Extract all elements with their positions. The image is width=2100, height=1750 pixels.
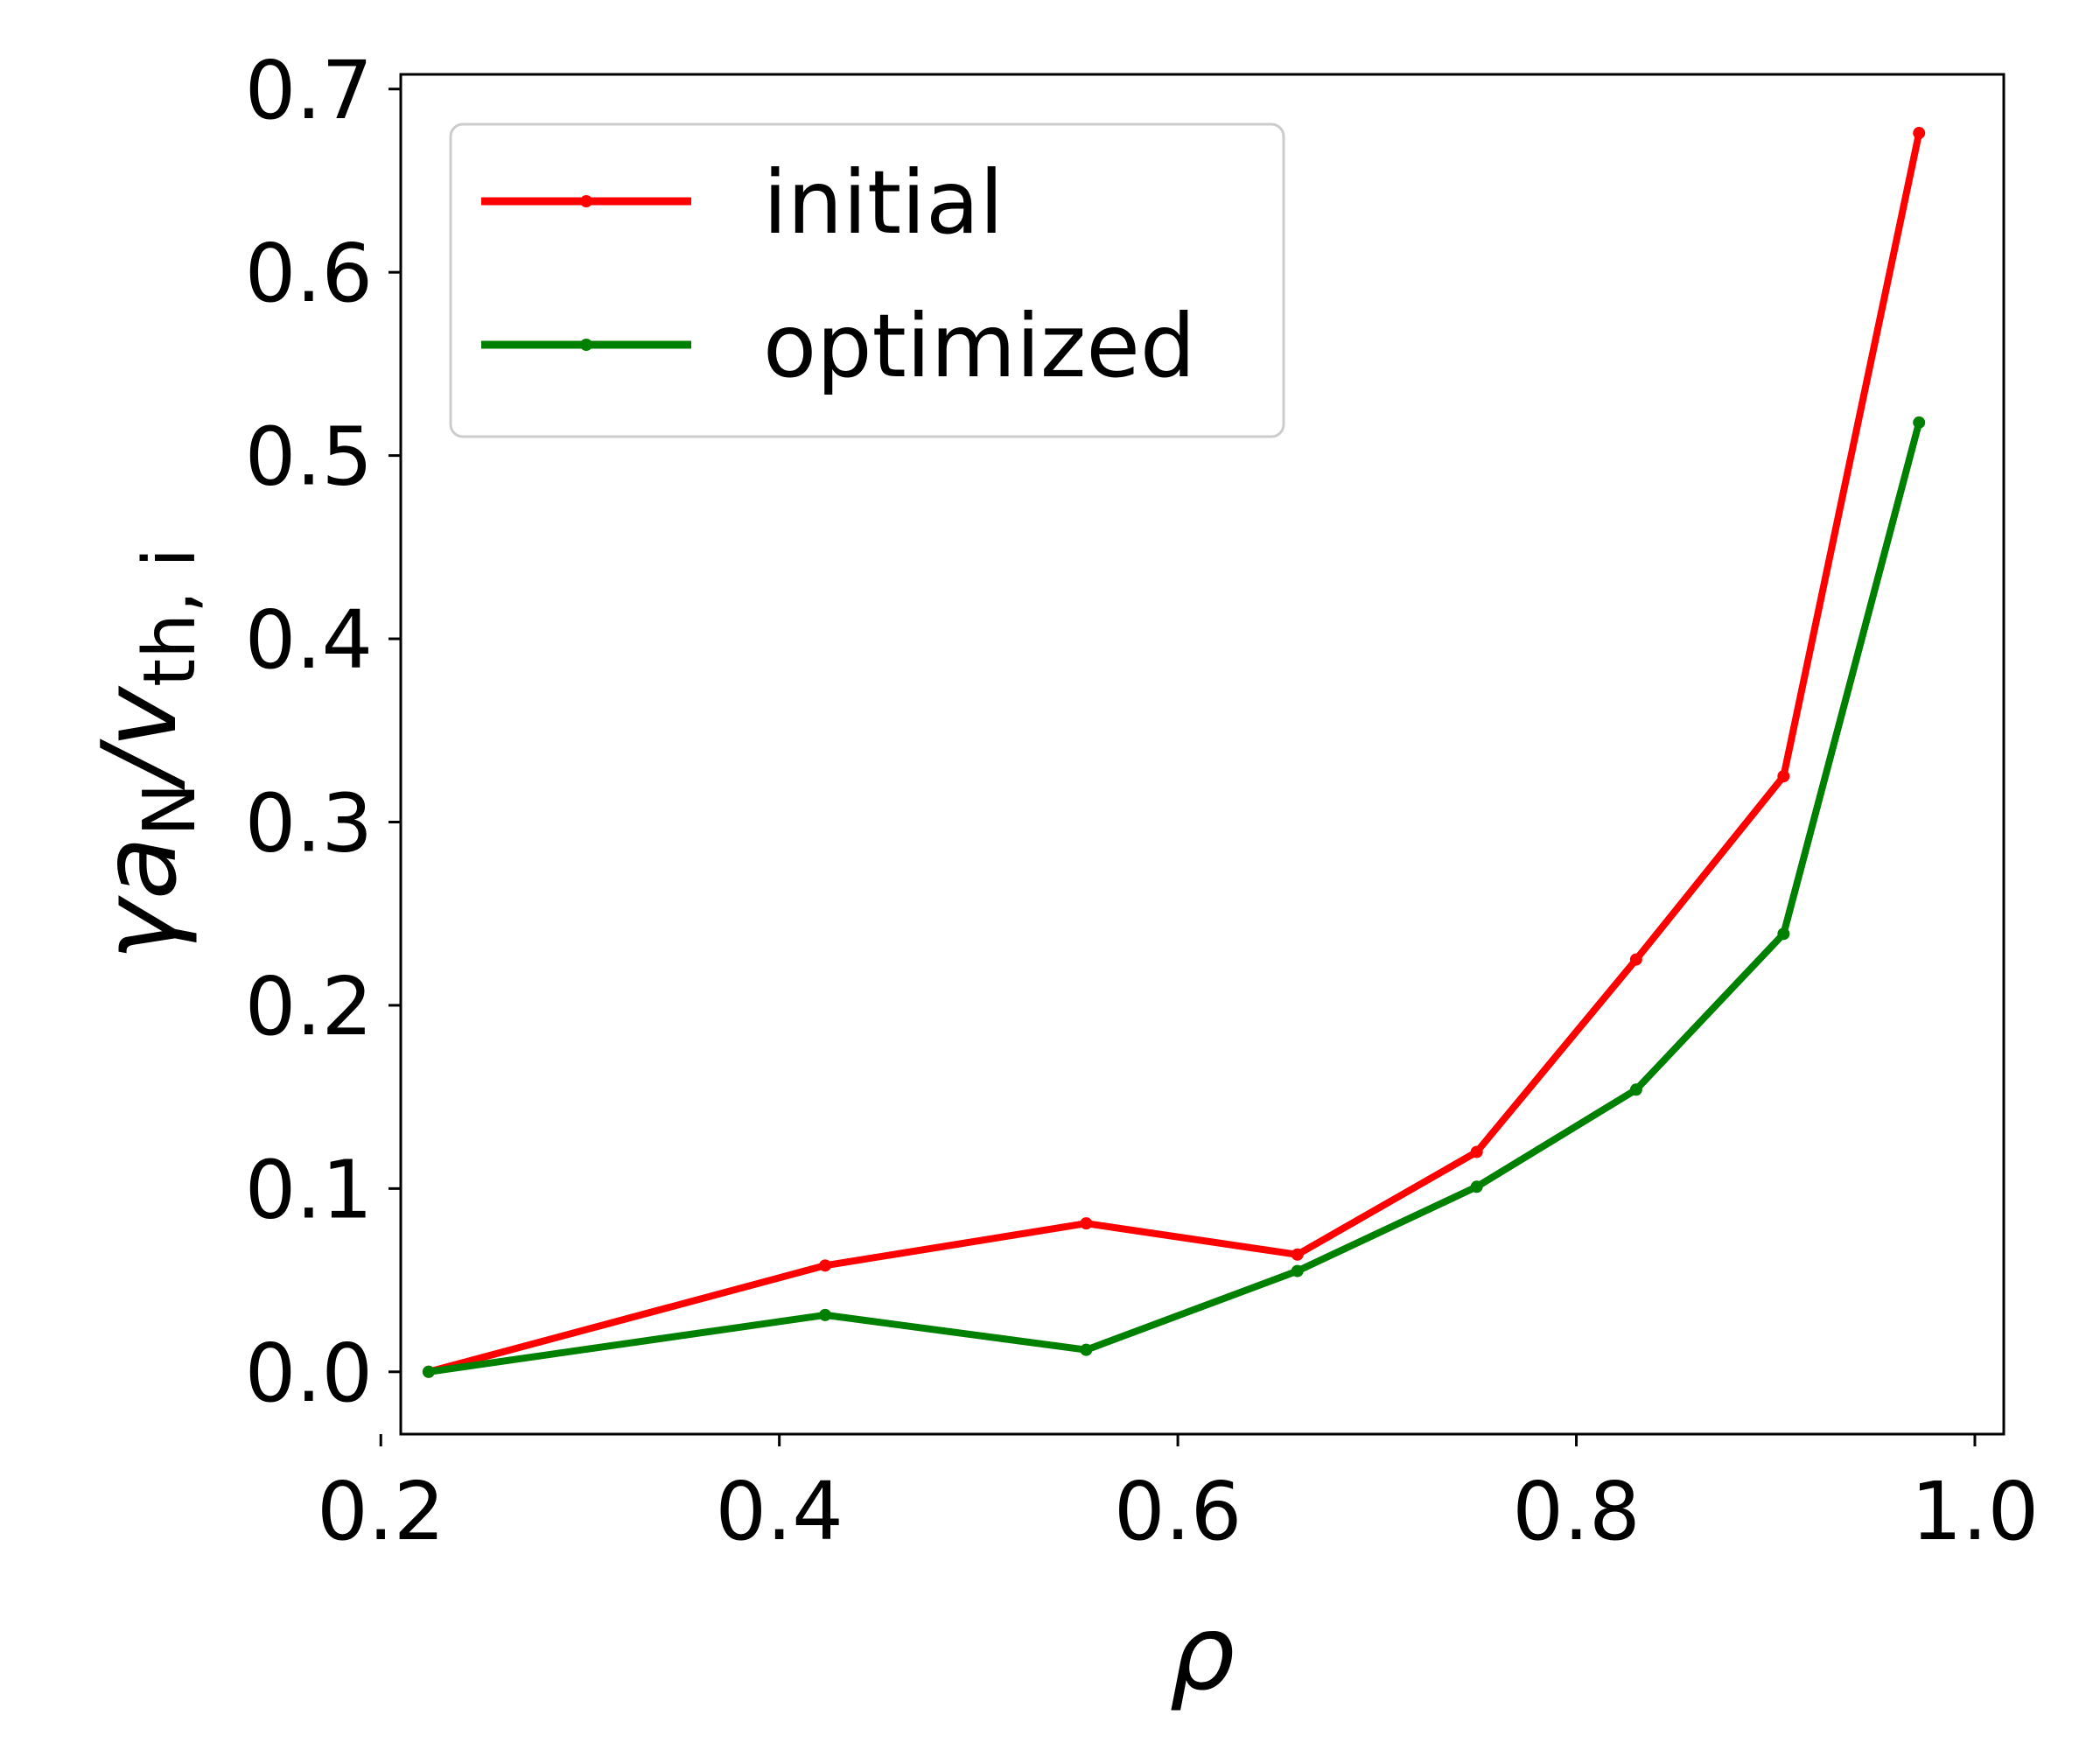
y-tick-label: 0.0 <box>245 1326 373 1420</box>
data-point-initial <box>1629 953 1642 966</box>
y-tick-label: 0.2 <box>245 960 373 1054</box>
y-axis-label: γaN/vth, i <box>79 548 212 961</box>
y-tick-label: 0.1 <box>245 1143 373 1236</box>
series-line-optimized <box>424 418 1924 1376</box>
series-line-initial <box>424 129 1923 1376</box>
data-point-optimized <box>1291 1264 1304 1278</box>
legend-label-optimized: optimized <box>763 295 1195 397</box>
y-axis-label-separator: /v <box>79 685 200 791</box>
data-point-optimized <box>1777 928 1790 941</box>
y-tick-label: 0.3 <box>245 776 373 870</box>
y-axis-label-base: γa <box>79 836 200 961</box>
data-point-initial <box>1470 1145 1483 1158</box>
legend-marker-initial <box>580 195 592 207</box>
legend-label-initial: initial <box>763 151 1004 254</box>
data-point-optimized <box>819 1308 832 1321</box>
data-point-initial <box>1777 770 1790 783</box>
y-axis-label-subscript-th: th, i <box>129 548 212 687</box>
y-axis-label-subscript-n: N <box>129 783 212 836</box>
data-point-optimized <box>422 1365 435 1378</box>
y-tick-label: 0.6 <box>245 227 373 320</box>
x-tick-label: 0.8 <box>1512 1465 1640 1558</box>
x-tick-label: 0.2 <box>317 1465 444 1558</box>
legend: initial optimized <box>449 122 1285 438</box>
series-lines <box>422 127 1926 1378</box>
plot-area-frame <box>399 73 2006 1436</box>
data-point-optimized <box>1470 1180 1483 1194</box>
legend-marker-optimized <box>580 339 592 351</box>
data-point-initial <box>1291 1248 1304 1261</box>
x-tick-label: 0.4 <box>716 1465 844 1558</box>
y-tick-label: 0.4 <box>245 593 373 687</box>
data-point-optimized <box>1913 416 1926 429</box>
x-tick-label: 0.6 <box>1114 1465 1242 1558</box>
data-point-initial <box>1080 1217 1093 1230</box>
y-tick-label: 0.5 <box>245 410 373 504</box>
data-point-optimized <box>1629 1083 1642 1096</box>
y-tick-label: 0.7 <box>245 44 373 137</box>
data-point-initial <box>1913 127 1926 140</box>
x-tick-label: 1.0 <box>1911 1465 2039 1558</box>
x-axis-label: ρ <box>1170 1592 1236 1713</box>
data-point-initial <box>819 1259 832 1272</box>
data-point-optimized <box>1080 1343 1093 1356</box>
axis-ticks: 0.2 0.4 0.6 0.8 1.0 0.0 0.1 0.2 0.3 0.4 0.5 0.6 0.7 <box>245 44 2039 1558</box>
